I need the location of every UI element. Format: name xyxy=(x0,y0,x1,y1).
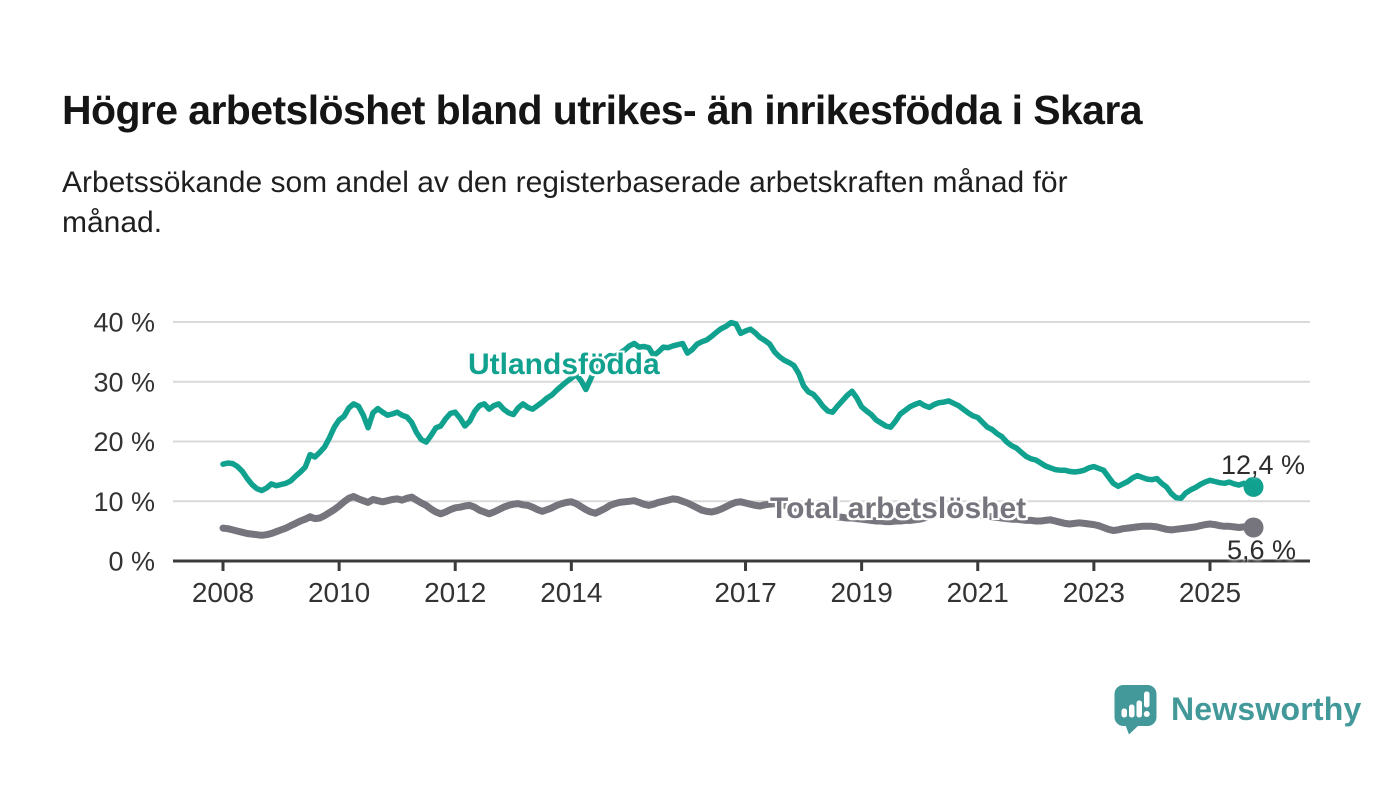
series-line-utlandsfodda xyxy=(220,319,1257,502)
x-axis-tick-label: 2010 xyxy=(308,577,370,608)
series-label-total-arbetsloshet: Total arbetslöshet xyxy=(770,492,1027,525)
x-axis-tick-label: 2021 xyxy=(947,577,1009,608)
page-title: Högre arbetslöshet bland utrikes- än inr… xyxy=(62,87,1143,134)
newsworthy-logo-icon xyxy=(1114,685,1157,735)
y-axis-tick-label: 30 % xyxy=(93,367,155,397)
x-axis-tick-label: 2025 xyxy=(1179,577,1241,608)
x-axis-tick-label: 2012 xyxy=(424,577,486,608)
chart-subtitle: Arbetssökande som andel av den registerb… xyxy=(62,163,1312,243)
newsworthy-logo-text: Newsworthy xyxy=(1171,691,1362,727)
newsworthy-logo: Newsworthy xyxy=(1113,684,1361,735)
end-value-label-total-arbetsloshet: 5,6 % xyxy=(1227,535,1297,565)
series-end-dot-total-arbetsloshet xyxy=(1243,517,1264,538)
chart-subtitle-line-1: Arbetssökande som andel av den registerb… xyxy=(62,166,1068,199)
x-axis-tick-label: 2019 xyxy=(830,577,892,608)
x-axis-tick-label: 2014 xyxy=(540,577,602,608)
x-axis-tick-label: 2017 xyxy=(714,577,776,608)
series-label-utlandsfodda: Utlandsfödda xyxy=(468,348,660,381)
x-axis-tick-label: 2008 xyxy=(192,577,254,608)
series-line-total-arbetsloshet xyxy=(219,493,1257,539)
x-axis-tick-label: 2023 xyxy=(1063,577,1125,608)
chart-subtitle-line-2: månad. xyxy=(62,206,163,239)
end-value-label-utlandsfodda: 12,4 % xyxy=(1221,450,1306,480)
series-end-dot-utlandsfodda xyxy=(1243,476,1264,497)
y-axis-tick-label: 20 % xyxy=(93,427,155,457)
y-axis-tick-label: 40 % xyxy=(93,308,155,338)
y-axis-tick-label: 10 % xyxy=(93,487,155,517)
y-axis-tick-label: 0 % xyxy=(108,547,155,577)
